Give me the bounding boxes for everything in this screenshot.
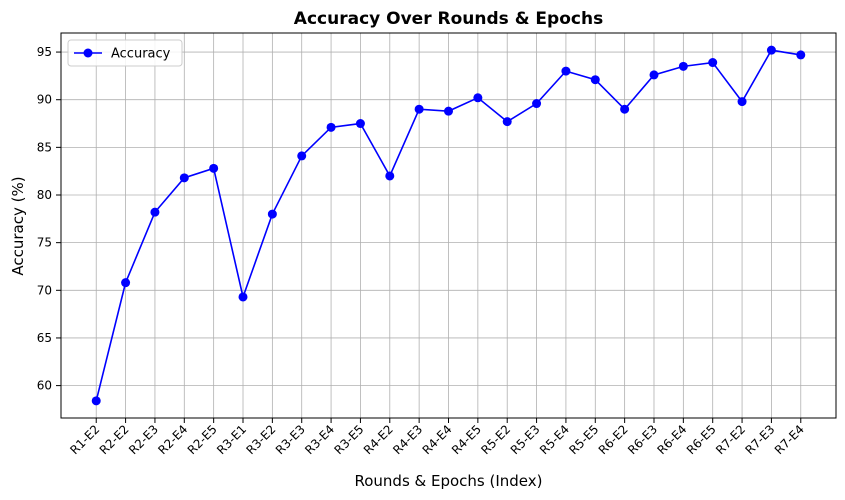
data-point (179, 173, 189, 183)
data-point (121, 278, 131, 288)
y-axis-ticks: 60 65 70 75 80 85 90 95 (37, 45, 61, 393)
data-point (561, 66, 571, 76)
x-tick-label: R6-E4 (654, 422, 689, 457)
x-tick-label: R6-E3 (625, 422, 660, 457)
y-tick-label: 75 (37, 236, 52, 250)
x-tick-label: R7-E3 (743, 422, 778, 457)
x-tick-label: R4-E2 (361, 422, 396, 457)
legend-box (67, 39, 183, 67)
data-point (385, 171, 395, 181)
x-tick-label: R5-E2 (478, 422, 513, 457)
x-tick-label: R3-E1 (214, 422, 249, 457)
data-point (502, 117, 512, 127)
x-tick-label: R7-E2 (713, 422, 748, 457)
data-point (737, 97, 747, 107)
x-tick-label: R1-E2 (67, 422, 102, 457)
data-point (414, 104, 424, 114)
x-tick-label: R2-E4 (155, 422, 190, 457)
data-point (326, 122, 336, 132)
y-tick-label: 60 (37, 379, 52, 393)
y-tick-label: 85 (37, 140, 52, 154)
x-tick-label: R5-E5 (566, 422, 601, 457)
legend-marker (83, 48, 93, 58)
x-tick-label: R3-E3 (273, 422, 308, 457)
x-axis-ticks: R1-E2R2-E2R2-E3R2-E4R2-E5R3-E1R3-E2R3-E3… (67, 418, 807, 457)
data-point (355, 119, 365, 129)
grid-lines (61, 33, 836, 418)
x-tick-label: R3-E4 (302, 422, 337, 457)
x-tick-label: R3-E5 (332, 422, 367, 457)
data-point (444, 106, 453, 116)
legend: Accuracy (67, 39, 183, 67)
chart-title: Accuracy Over Rounds & Epochs (294, 9, 603, 29)
x-tick-label: R6-E5 (684, 422, 719, 457)
data-point (91, 396, 101, 406)
data-point (532, 99, 542, 109)
x-tick-label: R3-E2 (243, 422, 278, 457)
x-tick-label: R4-E3 (390, 422, 425, 457)
data-point (473, 93, 483, 103)
data-point (649, 70, 659, 80)
x-tick-label: R4-E5 (449, 422, 484, 457)
data-point (267, 209, 277, 219)
x-tick-label: R6-E2 (596, 422, 631, 457)
data-point (150, 207, 160, 217)
legend-label: Accuracy (111, 47, 171, 62)
data-point (238, 292, 248, 302)
x-tick-label: R5-E3 (508, 422, 543, 457)
x-tick-label: R4-E4 (420, 422, 455, 457)
data-point (590, 75, 600, 85)
y-axis-label: Accuracy (%) (9, 176, 27, 275)
x-axis-label: Rounds & Epochs (Index) (354, 472, 542, 490)
x-tick-label: R2-E3 (126, 422, 161, 457)
data-point (796, 50, 806, 60)
x-tick-label: R2-E2 (97, 422, 132, 457)
data-point (766, 45, 776, 55)
x-tick-label: R2-E5 (185, 422, 220, 457)
y-tick-label: 80 (37, 188, 52, 202)
y-tick-label: 90 (37, 93, 52, 107)
data-point (708, 58, 718, 68)
y-tick-label: 70 (37, 283, 52, 297)
data-point (678, 61, 688, 71)
data-point (209, 163, 219, 173)
x-tick-label: R5-E4 (537, 422, 572, 457)
y-tick-label: 95 (37, 45, 52, 59)
data-point (297, 151, 307, 161)
y-tick-label: 65 (37, 331, 52, 345)
x-tick-label: R7-E4 (772, 422, 807, 457)
series-layer (91, 45, 806, 406)
data-point (620, 104, 630, 114)
